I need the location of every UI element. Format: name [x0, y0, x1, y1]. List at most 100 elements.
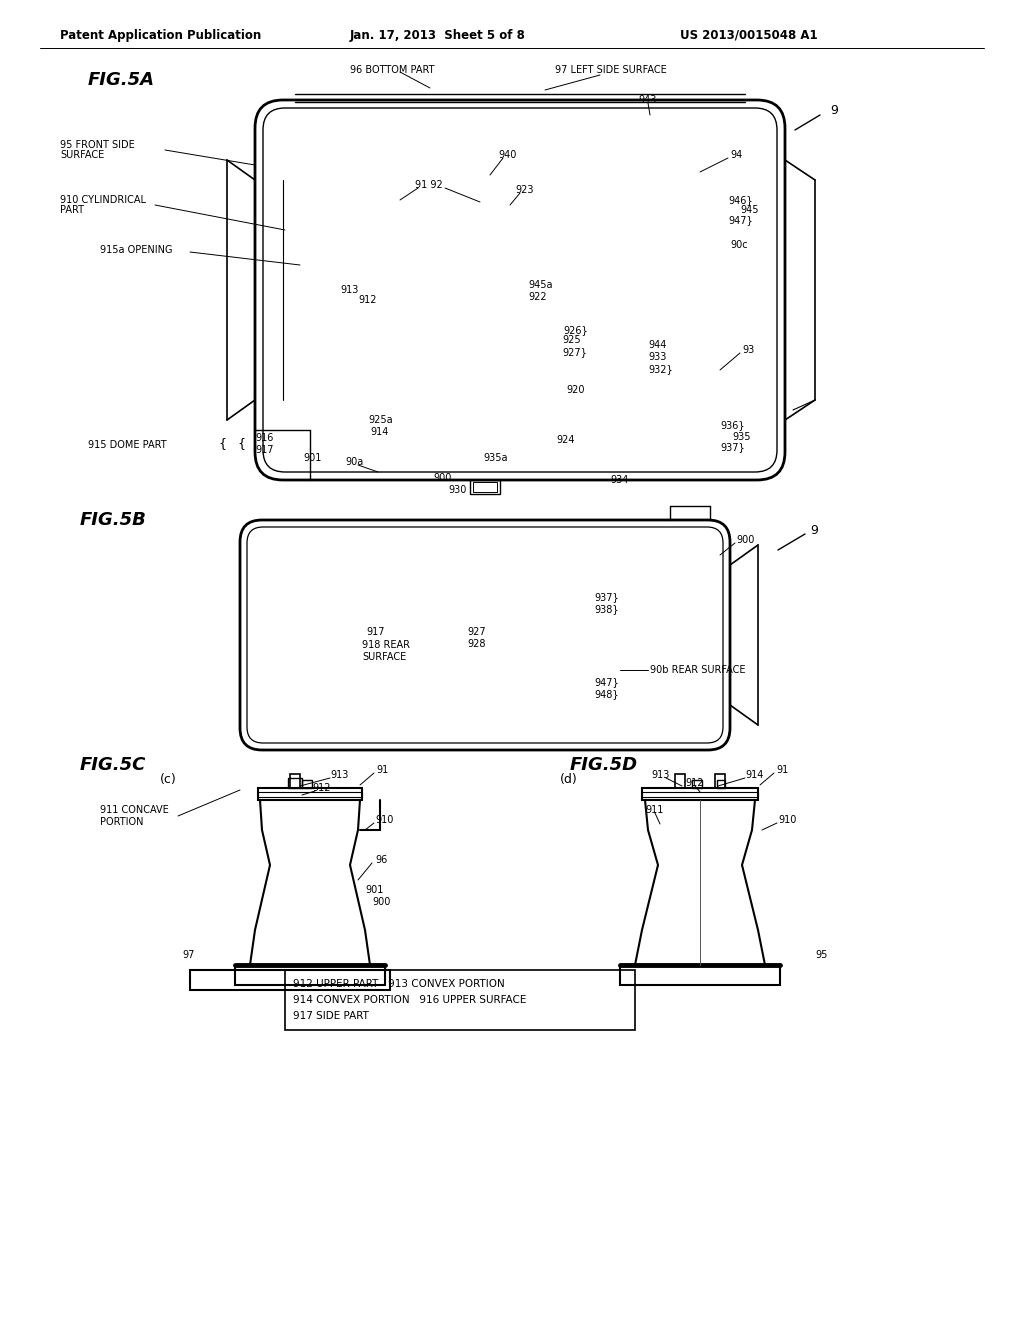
Text: 914 CONVEX PORTION   916 UPPER SURFACE: 914 CONVEX PORTION 916 UPPER SURFACE	[293, 995, 526, 1005]
Bar	[715, 774, 725, 788]
Text: 90c: 90c	[730, 240, 748, 249]
Bar	[258, 788, 362, 800]
Text: 924: 924	[556, 436, 574, 445]
Circle shape	[630, 360, 650, 380]
Bar	[355, 308, 369, 322]
Bar	[692, 780, 702, 788]
Text: 945: 945	[740, 205, 759, 215]
Text: 927: 927	[467, 627, 485, 638]
Bar	[345, 425, 355, 436]
Text: PART: PART	[60, 205, 84, 215]
Text: 95: 95	[815, 950, 827, 960]
Text: FIG.5B: FIG.5B	[80, 511, 146, 529]
Bar	[505, 305, 515, 315]
Text: FIG.5A: FIG.5A	[88, 71, 155, 88]
Bar	[642, 788, 758, 800]
Text: 937}: 937}	[720, 442, 744, 451]
Bar	[642, 792, 758, 797]
Text: 910: 910	[778, 814, 797, 825]
Text: 914: 914	[745, 770, 763, 780]
Text: 935: 935	[732, 432, 751, 442]
Text: 911 CONCAVE: 911 CONCAVE	[100, 805, 169, 814]
Text: 920: 920	[566, 385, 585, 395]
Bar	[335, 308, 349, 322]
Text: 901: 901	[303, 453, 322, 463]
Text: 947}: 947}	[728, 215, 753, 224]
Text: PORTION: PORTION	[100, 817, 143, 828]
Bar	[234, 965, 385, 985]
Text: 947}: 947}	[594, 677, 618, 686]
Text: 910 CYLINDRICAL: 910 CYLINDRICAL	[60, 195, 146, 205]
Text: 926}: 926}	[563, 325, 588, 335]
Text: 917: 917	[255, 445, 273, 455]
Text: 925: 925	[562, 335, 581, 345]
Text: (d): (d)	[560, 774, 578, 787]
Bar	[675, 774, 685, 788]
Text: 944: 944	[648, 341, 667, 350]
Text: 948}: 948}	[594, 689, 618, 700]
Bar	[603, 438, 617, 451]
Text: 900: 900	[433, 473, 452, 483]
FancyBboxPatch shape	[255, 100, 785, 480]
Bar	[629, 352, 643, 367]
Text: 940: 940	[498, 150, 516, 160]
Text: Patent Application Publication: Patent Application Publication	[60, 29, 261, 41]
Text: 922: 922	[528, 292, 547, 302]
Text: 900: 900	[372, 898, 390, 907]
Bar	[503, 304, 517, 317]
Text: 916: 916	[255, 433, 273, 444]
Bar	[310, 104, 332, 117]
Text: 923: 923	[515, 185, 534, 195]
Text: 9: 9	[830, 103, 838, 116]
Text: 91 92: 91 92	[415, 180, 442, 190]
Text: 900: 900	[736, 535, 755, 545]
Text: 937}: 937}	[594, 591, 618, 602]
Text: 95 FRONT SIDE: 95 FRONT SIDE	[60, 140, 135, 150]
Text: 925a: 925a	[368, 414, 392, 425]
Text: 915a OPENING: 915a OPENING	[100, 246, 172, 255]
FancyBboxPatch shape	[240, 520, 730, 750]
Text: Jan. 17, 2013  Sheet 5 of 8: Jan. 17, 2013 Sheet 5 of 8	[350, 29, 526, 41]
Text: 932}: 932}	[648, 364, 673, 374]
Bar	[258, 792, 362, 797]
Text: 935a: 935a	[483, 453, 508, 463]
Bar	[288, 777, 302, 788]
Text: 96: 96	[375, 855, 387, 865]
Bar	[487, 414, 497, 425]
Bar	[631, 355, 641, 366]
Text: 945a: 945a	[528, 280, 553, 290]
Bar	[473, 482, 497, 492]
Text: 912: 912	[685, 777, 703, 788]
Bar	[717, 780, 725, 788]
Bar	[285, 970, 635, 1030]
Text: 927}: 927}	[562, 347, 587, 356]
Text: 913: 913	[651, 770, 670, 780]
Text: 943: 943	[638, 95, 656, 106]
Text: 918 REAR: 918 REAR	[362, 640, 410, 649]
Bar	[315, 106, 327, 116]
Bar	[534, 323, 547, 337]
Text: 938}: 938}	[594, 605, 618, 614]
Text: 928: 928	[467, 639, 485, 649]
Text: FIG.5D: FIG.5D	[570, 756, 638, 774]
Circle shape	[645, 201, 665, 220]
Text: 912 UPPER PART   913 CONVEX PORTION: 912 UPPER PART 913 CONVEX PORTION	[293, 979, 505, 989]
Text: 90b REAR SURFACE: 90b REAR SURFACE	[650, 665, 745, 675]
Bar	[343, 422, 357, 437]
Bar	[302, 780, 312, 788]
Text: 912: 912	[358, 294, 377, 305]
Bar	[290, 774, 300, 788]
Bar	[472, 102, 492, 117]
Text: 934: 934	[610, 475, 629, 484]
Text: 97 LEFT SIDE SURFACE: 97 LEFT SIDE SURFACE	[555, 65, 667, 75]
Text: 910: 910	[375, 814, 393, 825]
Circle shape	[409, 289, 431, 312]
Bar	[620, 965, 780, 985]
Text: 97: 97	[182, 950, 195, 960]
Bar	[485, 413, 499, 426]
Text: 912: 912	[312, 783, 331, 793]
Bar	[357, 310, 367, 319]
Text: FIG.5C: FIG.5C	[80, 756, 146, 774]
Text: 930: 930	[449, 484, 466, 495]
Text: US 2013/0015048 A1: US 2013/0015048 A1	[680, 29, 817, 41]
